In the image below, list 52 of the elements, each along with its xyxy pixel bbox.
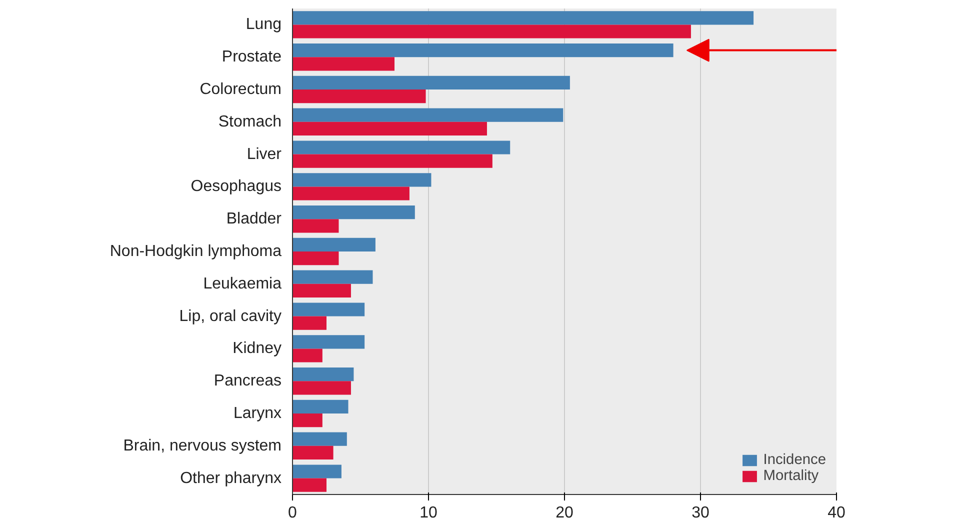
x-tick-label: 30 <box>692 504 710 522</box>
bar <box>292 43 674 58</box>
bar <box>292 57 394 71</box>
bar <box>292 432 347 446</box>
bar <box>292 186 410 200</box>
y-tick-label: Kidney <box>232 340 282 358</box>
bar <box>292 11 754 25</box>
y-tick-label: Other pharynx <box>180 470 282 487</box>
bar <box>292 464 342 478</box>
x-tick-label: 0 <box>288 504 298 522</box>
bar <box>292 238 376 252</box>
y-tick-label: Non-Hodgkin lymphoma <box>110 243 282 260</box>
y-tick-label: Colorectum <box>200 81 282 98</box>
y-tick-label: Brain, nervous system <box>123 437 282 454</box>
y-tick-label: Pancreas <box>214 372 282 390</box>
bar <box>292 140 510 154</box>
bar <box>292 173 432 187</box>
legend-label: Mortality <box>763 468 819 484</box>
bar <box>292 284 351 298</box>
y-tick-label: Lung <box>246 16 282 34</box>
bar <box>292 122 487 136</box>
bar <box>292 367 354 382</box>
y-tick-label: Stomach <box>218 113 282 130</box>
x-tick-label: 10 <box>420 504 438 522</box>
y-tick-label: Larynx <box>233 405 282 422</box>
bar <box>292 400 348 414</box>
bar <box>292 24 691 38</box>
y-tick-label: Prostate <box>222 48 282 66</box>
bar <box>292 348 322 362</box>
x-tick-label: 40 <box>828 504 846 522</box>
bar <box>292 316 326 330</box>
bar <box>292 154 492 168</box>
bar <box>292 108 564 122</box>
bar <box>292 90 426 104</box>
x-tick-label: 20 <box>556 504 574 522</box>
bar <box>292 478 326 492</box>
bar <box>292 381 351 395</box>
y-tick-label: Lip, oral cavity <box>179 308 282 325</box>
legend-label: Incidence <box>763 452 826 468</box>
bar <box>292 252 339 266</box>
bar <box>292 414 322 428</box>
y-tick-label: Liver <box>246 146 282 163</box>
bar <box>292 446 334 460</box>
bar <box>292 76 570 90</box>
y-tick-label: Bladder <box>226 210 282 228</box>
bar <box>292 270 373 284</box>
bar <box>292 302 365 316</box>
y-tick-label: Leukaemia <box>203 275 282 292</box>
bar <box>292 205 415 220</box>
bar <box>292 219 339 233</box>
bar <box>292 335 365 349</box>
y-tick-label: Oesophagus <box>190 178 282 196</box>
